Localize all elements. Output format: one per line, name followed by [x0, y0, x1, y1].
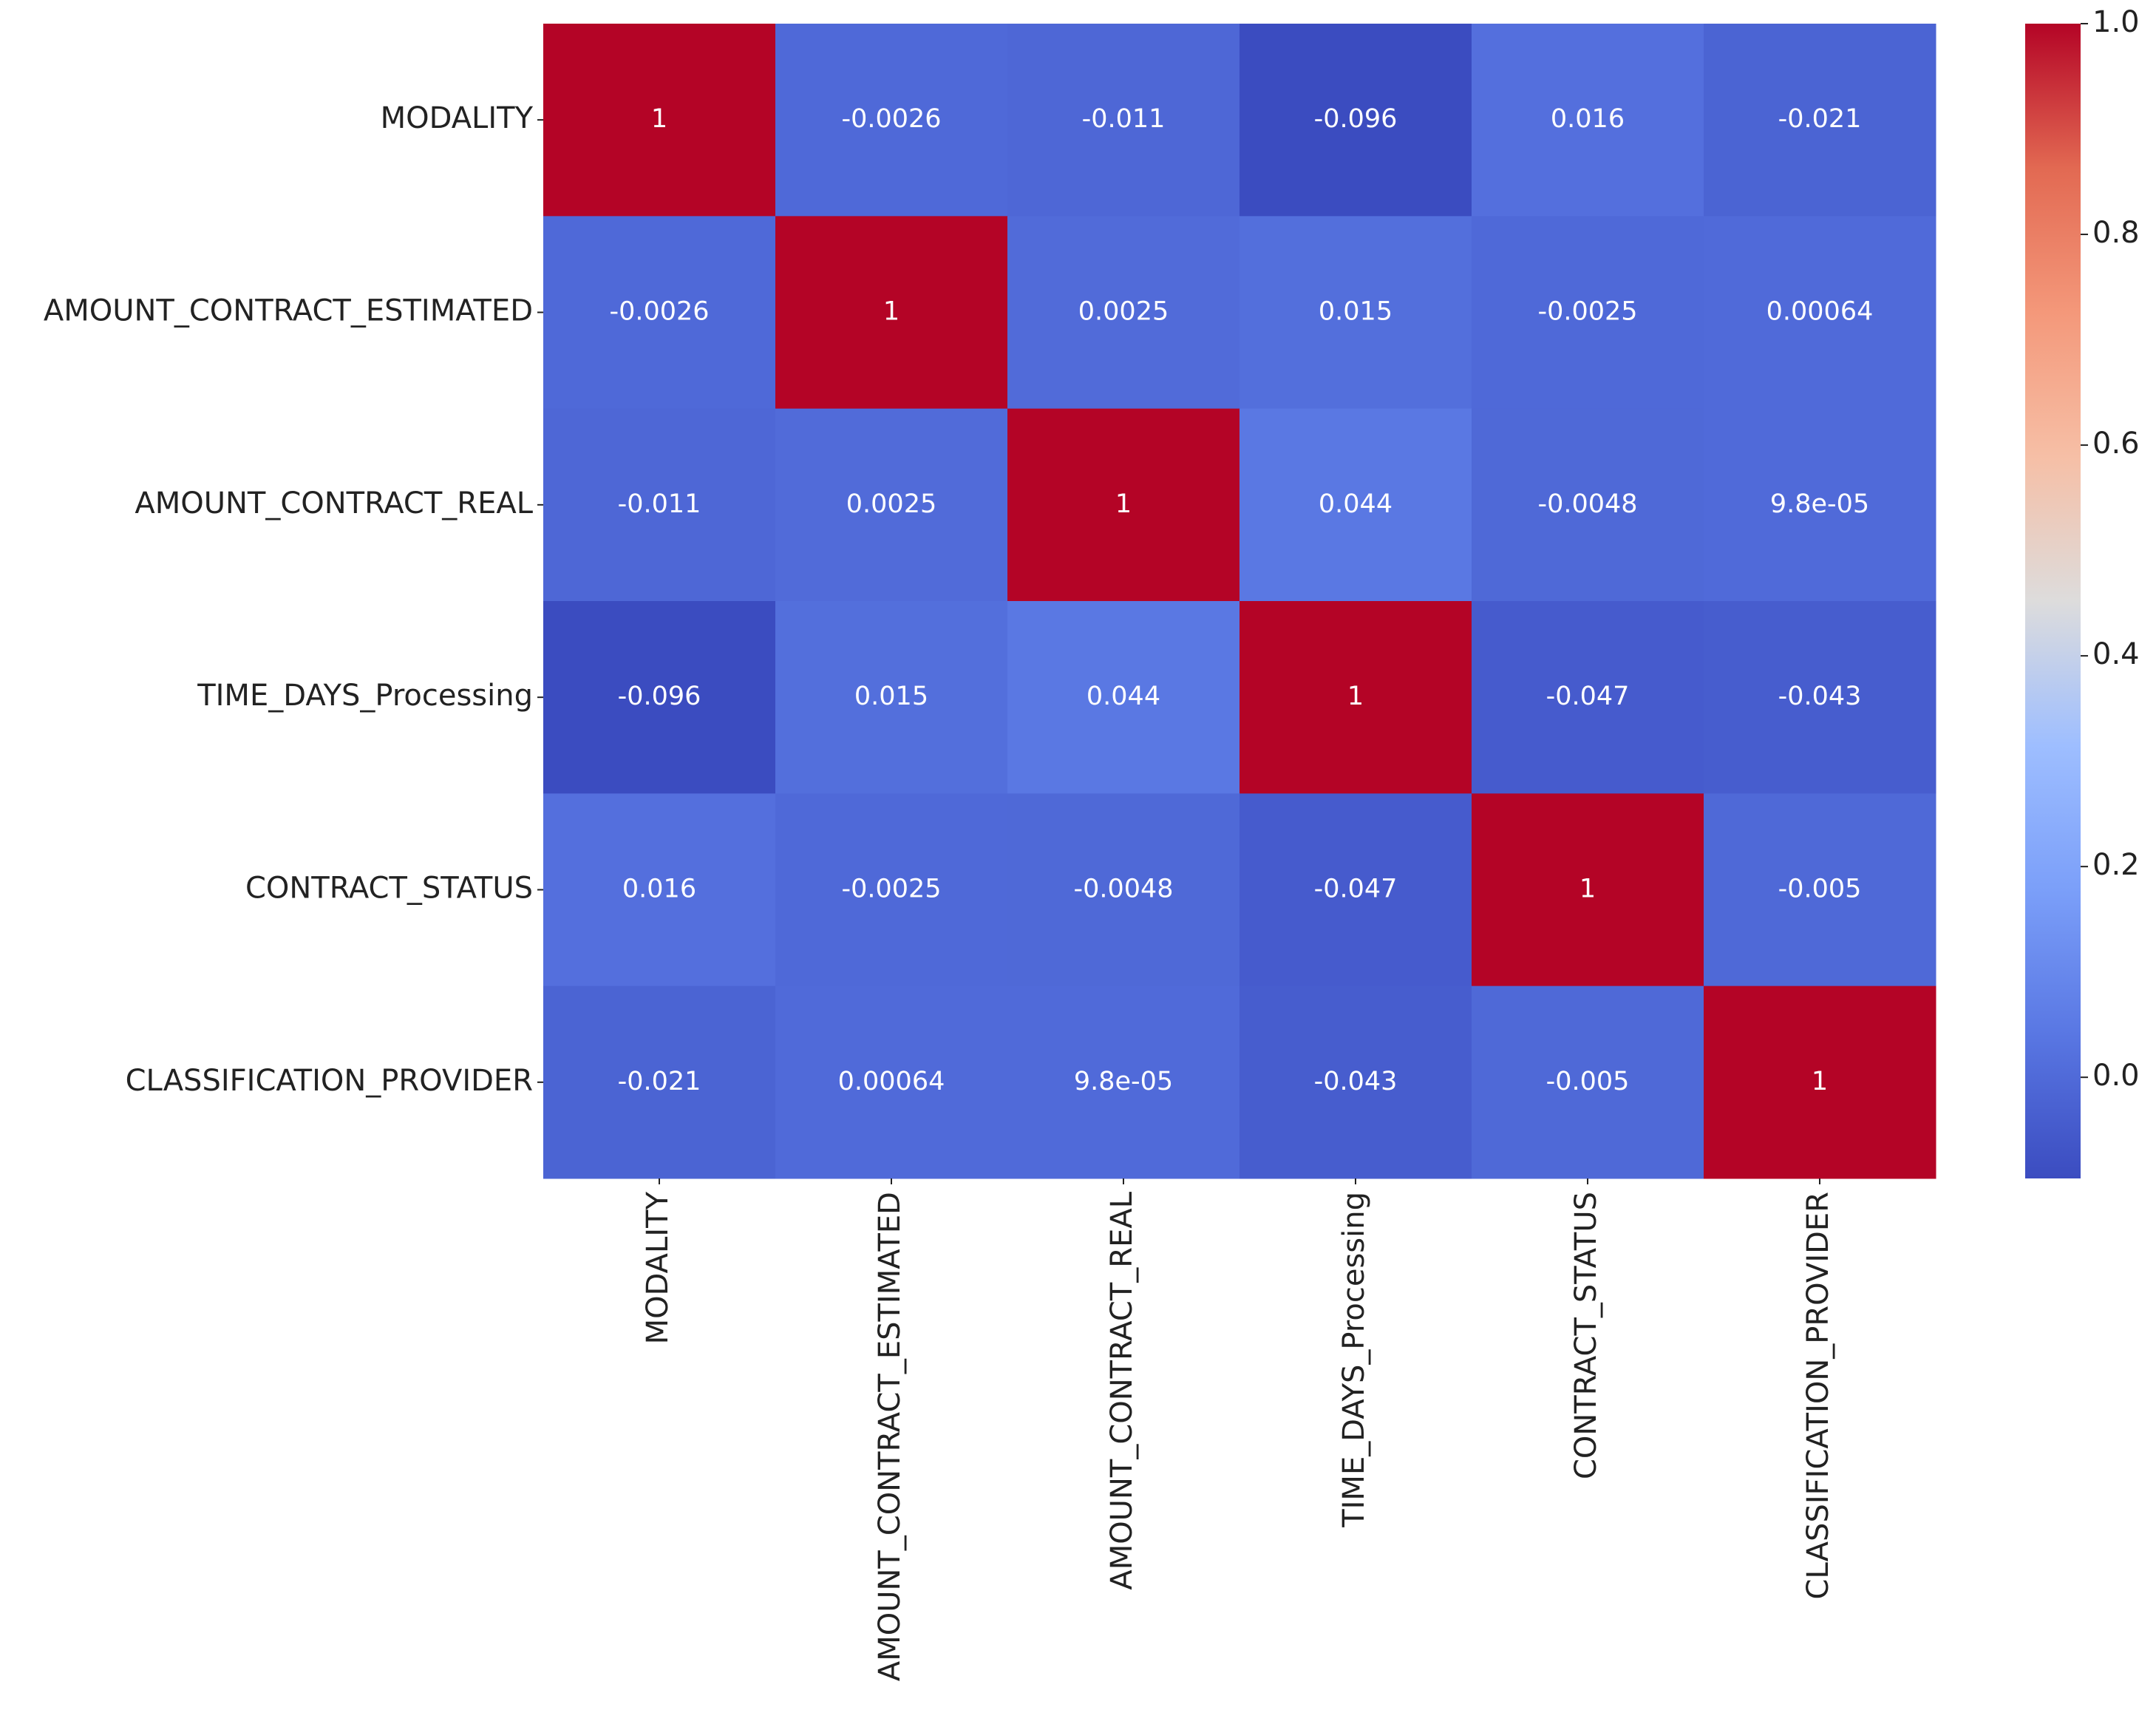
- x-tick-label: AMOUNT_CONTRACT_REAL: [1105, 1191, 1139, 1589]
- heatmap-cell: [543, 408, 776, 602]
- cell-label: 0.015: [854, 682, 928, 711]
- cell-label: 0.044: [1086, 682, 1160, 711]
- heatmap-cell: [1472, 985, 1704, 1179]
- heatmap-cell: [1007, 985, 1240, 1179]
- colorbar-tick-label: 0.6: [2092, 427, 2140, 461]
- y-tick-label: CLASSIFICATION_PROVIDER: [126, 1064, 533, 1098]
- heatmap-cell: [1472, 24, 1704, 217]
- cell-label: -0.096: [618, 682, 701, 711]
- heatmap-cell: [775, 985, 1008, 1179]
- heatmap-cell: [1472, 793, 1704, 987]
- x-tick-label: AMOUNT_CONTRACT_ESTIMATED: [873, 1192, 907, 1681]
- heatmap-cell: [775, 601, 1008, 794]
- cell-label: -0.043: [1778, 682, 1862, 711]
- heatmap-cell: [1472, 408, 1704, 602]
- cell-label: -0.0026: [609, 297, 709, 327]
- heatmap-cell: [775, 216, 1008, 410]
- colorbar-tick-label: 0.2: [2092, 848, 2140, 882]
- heatmap-cell: [543, 216, 776, 410]
- heatmap-cell: [543, 793, 776, 987]
- cell-label: -0.0025: [841, 875, 941, 904]
- heatmap-cell: [775, 793, 1008, 987]
- heatmap-cell: [1007, 24, 1240, 217]
- cell-label: -0.047: [1546, 682, 1630, 711]
- cell-label: 9.8e-05: [1770, 489, 1869, 519]
- heatmap-cell: [1239, 24, 1472, 217]
- heatmap-cell: [1007, 793, 1240, 987]
- colorbar-tick-label: 0.4: [2092, 637, 2140, 671]
- cell-label: 1: [1347, 682, 1364, 711]
- cell-label: -0.011: [1082, 104, 1166, 134]
- cell-label: 1: [883, 297, 900, 327]
- heatmap-cell: [1704, 408, 1936, 602]
- heatmap-cell: [775, 408, 1008, 602]
- cell-label: -0.021: [1778, 104, 1862, 134]
- cell-label: -0.005: [1546, 1067, 1630, 1096]
- cell-label: 0.016: [622, 875, 696, 904]
- cell-label: 0.015: [1319, 297, 1392, 327]
- cell-label: -0.0026: [841, 104, 941, 134]
- heatmap-cell: [1472, 216, 1704, 410]
- heatmap-cell: [543, 24, 776, 217]
- x-tick-label: CONTRACT_STATUS: [1569, 1192, 1603, 1479]
- heatmap-cell: [1704, 601, 1936, 794]
- heatmap-cell: [1472, 601, 1704, 794]
- cell-label: -0.047: [1314, 875, 1398, 904]
- heatmap-cell: [1007, 408, 1240, 602]
- colorbar-tick-label: 0.8: [2092, 216, 2140, 250]
- x-tick-label: TIME_DAYS_Processing: [1337, 1192, 1371, 1528]
- y-tick-label: AMOUNT_CONTRACT_REAL: [135, 486, 533, 520]
- heatmap-cell: [1704, 985, 1936, 1179]
- cell-label: 0.0025: [1078, 297, 1169, 327]
- cell-label: -0.043: [1314, 1067, 1398, 1096]
- cell-label: -0.0048: [1537, 489, 1637, 519]
- y-tick-label: MODALITY: [381, 101, 534, 135]
- colorbar: [2025, 24, 2081, 1178]
- heatmap-cell: [543, 985, 776, 1179]
- cell-label: 0.0025: [846, 489, 936, 519]
- cell-label: -0.0025: [1537, 297, 1637, 327]
- heatmap-cell: [1704, 793, 1936, 987]
- colorbar-tick-label: 1.0: [2092, 5, 2140, 39]
- cell-label: 1: [651, 104, 667, 134]
- cell-label: -0.005: [1778, 875, 1862, 904]
- heatmap-cell: [775, 24, 1008, 217]
- cell-label: 9.8e-05: [1074, 1067, 1173, 1096]
- heatmap-cell: [1704, 24, 1936, 217]
- heatmap-cell: [1007, 601, 1240, 794]
- heatmap-cell: [1007, 216, 1240, 410]
- cell-label: 0.016: [1551, 104, 1625, 134]
- cell-label: 0.00064: [1766, 297, 1874, 327]
- heatmap-cell: [1239, 601, 1472, 794]
- cell-label: -0.011: [618, 489, 701, 519]
- y-tick-label: TIME_DAYS_Processing: [197, 679, 533, 713]
- cell-label: 0.00064: [838, 1067, 945, 1096]
- cell-label: 1: [1579, 875, 1596, 904]
- cell-label: -0.0048: [1073, 875, 1173, 904]
- cell-label: -0.096: [1314, 104, 1398, 134]
- y-tick-label: AMOUNT_CONTRACT_ESTIMATED: [44, 294, 533, 328]
- heatmap-cell: [1239, 408, 1472, 602]
- cell-label: 1: [1115, 489, 1132, 519]
- colorbar-tick-label: 0.0: [2092, 1059, 2140, 1093]
- cell-label: 0.044: [1319, 489, 1392, 519]
- cell-label: -0.021: [618, 1067, 701, 1096]
- heatmap-cell: [1239, 216, 1472, 410]
- heatmap-cell: [1704, 216, 1936, 410]
- y-tick-label: CONTRACT_STATUS: [245, 872, 533, 906]
- heatmap-cell: [1239, 985, 1472, 1179]
- heatmap-cell: [1239, 793, 1472, 987]
- heatmap-cell: [543, 601, 776, 794]
- x-tick-label: MODALITY: [641, 1191, 675, 1344]
- x-tick-label: CLASSIFICATION_PROVIDER: [1801, 1192, 1835, 1599]
- cell-label: 1: [1812, 1067, 1828, 1096]
